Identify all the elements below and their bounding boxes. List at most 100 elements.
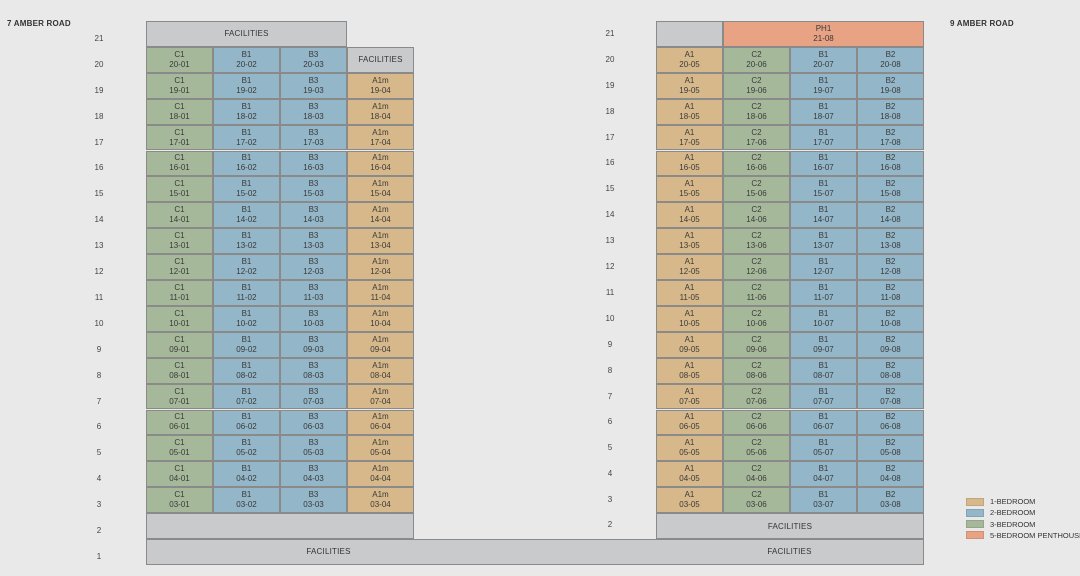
unit-cell[interactable]: B2 17-08 bbox=[857, 124, 924, 151]
unit-cell[interactable]: C2 07-06 bbox=[723, 383, 790, 410]
unit-cell[interactable]: B3 20-03 bbox=[280, 46, 347, 73]
unit-cell[interactable]: B3 09-03 bbox=[280, 331, 347, 358]
unit-cell[interactable]: B2 12-08 bbox=[857, 254, 924, 280]
unit-cell[interactable]: C2 05-06 bbox=[723, 435, 790, 462]
unit-cell[interactable]: A1m 18-04 bbox=[347, 98, 414, 125]
unit-cell[interactable]: B1 03-02 bbox=[213, 487, 280, 514]
unit-cell[interactable]: C1 13-01 bbox=[146, 228, 213, 255]
unit-cell[interactable]: B1 17-07 bbox=[790, 124, 857, 151]
unit-cell[interactable]: C1 06-01 bbox=[146, 409, 213, 436]
unit-cell[interactable]: B1 13-07 bbox=[790, 228, 857, 255]
unit-cell[interactable]: A1 04-05 bbox=[656, 461, 723, 488]
unit-cell[interactable]: C2 09-06 bbox=[723, 331, 790, 358]
unit-cell[interactable]: A1 07-05 bbox=[656, 383, 723, 410]
unit-cell[interactable]: B2 15-08 bbox=[857, 176, 924, 203]
unit-cell[interactable]: A1 10-05 bbox=[656, 305, 723, 332]
unit-cell[interactable]: C1 18-01 bbox=[146, 98, 213, 125]
unit-cell[interactable]: B1 16-07 bbox=[790, 150, 857, 177]
unit-cell[interactable]: B3 03-03 bbox=[280, 487, 347, 514]
unit-cell[interactable]: A1 14-05 bbox=[656, 202, 723, 229]
unit-cell[interactable]: B3 18-03 bbox=[280, 98, 347, 125]
unit-cell[interactable]: C2 17-06 bbox=[723, 124, 790, 151]
unit-cell[interactable]: A1m 10-04 bbox=[347, 305, 414, 332]
unit-cell[interactable]: A1m 08-04 bbox=[347, 357, 414, 384]
unit-cell[interactable]: B2 18-08 bbox=[857, 98, 924, 125]
unit-cell[interactable]: B3 14-03 bbox=[280, 202, 347, 229]
unit-cell[interactable]: B1 15-02 bbox=[213, 176, 280, 203]
unit-cell[interactable]: B2 19-08 bbox=[857, 72, 924, 99]
unit-cell[interactable]: A1m 17-04 bbox=[347, 124, 414, 151]
unit-cell[interactable]: B2 05-08 bbox=[857, 435, 924, 462]
unit-cell[interactable]: A1m 09-04 bbox=[347, 331, 414, 358]
unit-cell[interactable]: B3 16-03 bbox=[280, 150, 347, 177]
unit-cell[interactable]: B2 10-08 bbox=[857, 305, 924, 332]
unit-cell[interactable]: B1 20-02 bbox=[213, 46, 280, 73]
unit-cell[interactable]: B1 10-07 bbox=[790, 305, 857, 332]
unit-cell[interactable]: C1 11-01 bbox=[146, 280, 213, 306]
unit-cell[interactable]: C1 20-01 bbox=[146, 46, 213, 73]
unit-cell[interactable]: C1 14-01 bbox=[146, 202, 213, 229]
unit-cell[interactable]: C1 15-01 bbox=[146, 176, 213, 203]
unit-cell[interactable]: B2 07-08 bbox=[857, 383, 924, 410]
unit-cell[interactable]: B2 06-08 bbox=[857, 409, 924, 436]
unit-cell[interactable]: B1 14-02 bbox=[213, 202, 280, 229]
unit-cell[interactable]: B1 10-02 bbox=[213, 305, 280, 332]
unit-cell[interactable]: A1 11-05 bbox=[656, 280, 723, 306]
unit-cell[interactable]: B1 08-07 bbox=[790, 357, 857, 384]
unit-cell[interactable]: B1 12-02 bbox=[213, 254, 280, 280]
unit-cell[interactable]: B2 04-08 bbox=[857, 461, 924, 488]
unit-cell[interactable]: B3 11-03 bbox=[280, 280, 347, 306]
unit-cell[interactable]: A1 05-05 bbox=[656, 435, 723, 462]
unit-cell[interactable]: A1m 15-04 bbox=[347, 176, 414, 203]
unit-cell[interactable]: B1 19-02 bbox=[213, 72, 280, 99]
unit-cell[interactable]: A1 20-05 bbox=[656, 46, 723, 73]
unit-cell[interactable]: B3 13-03 bbox=[280, 228, 347, 255]
unit-cell[interactable]: A1 09-05 bbox=[656, 331, 723, 358]
unit-cell[interactable]: B3 15-03 bbox=[280, 176, 347, 203]
unit-cell[interactable]: B2 09-08 bbox=[857, 331, 924, 358]
unit-cell[interactable]: A1 13-05 bbox=[656, 228, 723, 255]
unit-cell[interactable]: A1m 14-04 bbox=[347, 202, 414, 229]
unit-cell[interactable]: B1 08-02 bbox=[213, 357, 280, 384]
unit-cell[interactable]: B1 09-02 bbox=[213, 331, 280, 358]
unit-cell[interactable]: B1 06-02 bbox=[213, 409, 280, 436]
unit-cell[interactable]: B1 05-02 bbox=[213, 435, 280, 462]
unit-cell[interactable]: A1m 07-04 bbox=[347, 383, 414, 410]
unit-cell[interactable]: A1m 12-04 bbox=[347, 254, 414, 280]
penthouse-unit[interactable]: PH1 21-08 bbox=[723, 21, 924, 47]
unit-cell[interactable]: B1 15-07 bbox=[790, 176, 857, 203]
unit-cell[interactable]: A1m 11-04 bbox=[347, 280, 414, 306]
unit-cell[interactable]: B1 18-07 bbox=[790, 98, 857, 125]
unit-cell[interactable]: B3 17-03 bbox=[280, 124, 347, 151]
unit-cell[interactable]: B1 18-02 bbox=[213, 98, 280, 125]
unit-cell[interactable]: A1m 19-04 bbox=[347, 72, 414, 99]
unit-cell[interactable]: C2 10-06 bbox=[723, 305, 790, 332]
unit-cell[interactable]: B2 20-08 bbox=[857, 46, 924, 73]
unit-cell[interactable]: B1 14-07 bbox=[790, 202, 857, 229]
unit-cell[interactable]: A1 08-05 bbox=[656, 357, 723, 384]
unit-cell[interactable]: C2 19-06 bbox=[723, 72, 790, 99]
unit-cell[interactable]: C2 11-06 bbox=[723, 280, 790, 306]
unit-cell[interactable]: A1m 04-04 bbox=[347, 461, 414, 488]
unit-cell[interactable]: B3 04-03 bbox=[280, 461, 347, 488]
unit-cell[interactable]: C2 12-06 bbox=[723, 254, 790, 280]
unit-cell[interactable]: B1 04-07 bbox=[790, 461, 857, 488]
unit-cell[interactable]: A1 17-05 bbox=[656, 124, 723, 151]
unit-cell[interactable]: C1 16-01 bbox=[146, 150, 213, 177]
unit-cell[interactable]: A1 15-05 bbox=[656, 176, 723, 203]
unit-cell[interactable]: B2 13-08 bbox=[857, 228, 924, 255]
unit-cell[interactable]: B1 07-07 bbox=[790, 383, 857, 410]
unit-cell[interactable]: A1m 13-04 bbox=[347, 228, 414, 255]
unit-cell[interactable]: C1 08-01 bbox=[146, 357, 213, 384]
unit-cell[interactable]: C2 06-06 bbox=[723, 409, 790, 436]
unit-cell[interactable]: C2 14-06 bbox=[723, 202, 790, 229]
unit-cell[interactable]: A1 06-05 bbox=[656, 409, 723, 436]
unit-cell[interactable]: B3 19-03 bbox=[280, 72, 347, 99]
unit-cell[interactable]: A1m 16-04 bbox=[347, 150, 414, 177]
unit-cell[interactable]: C2 15-06 bbox=[723, 176, 790, 203]
unit-cell[interactable]: B2 03-08 bbox=[857, 487, 924, 514]
unit-cell[interactable]: C1 03-01 bbox=[146, 487, 213, 514]
unit-cell[interactable]: C1 07-01 bbox=[146, 383, 213, 410]
unit-cell[interactable]: A1 12-05 bbox=[656, 254, 723, 280]
unit-cell[interactable]: A1 18-05 bbox=[656, 98, 723, 125]
